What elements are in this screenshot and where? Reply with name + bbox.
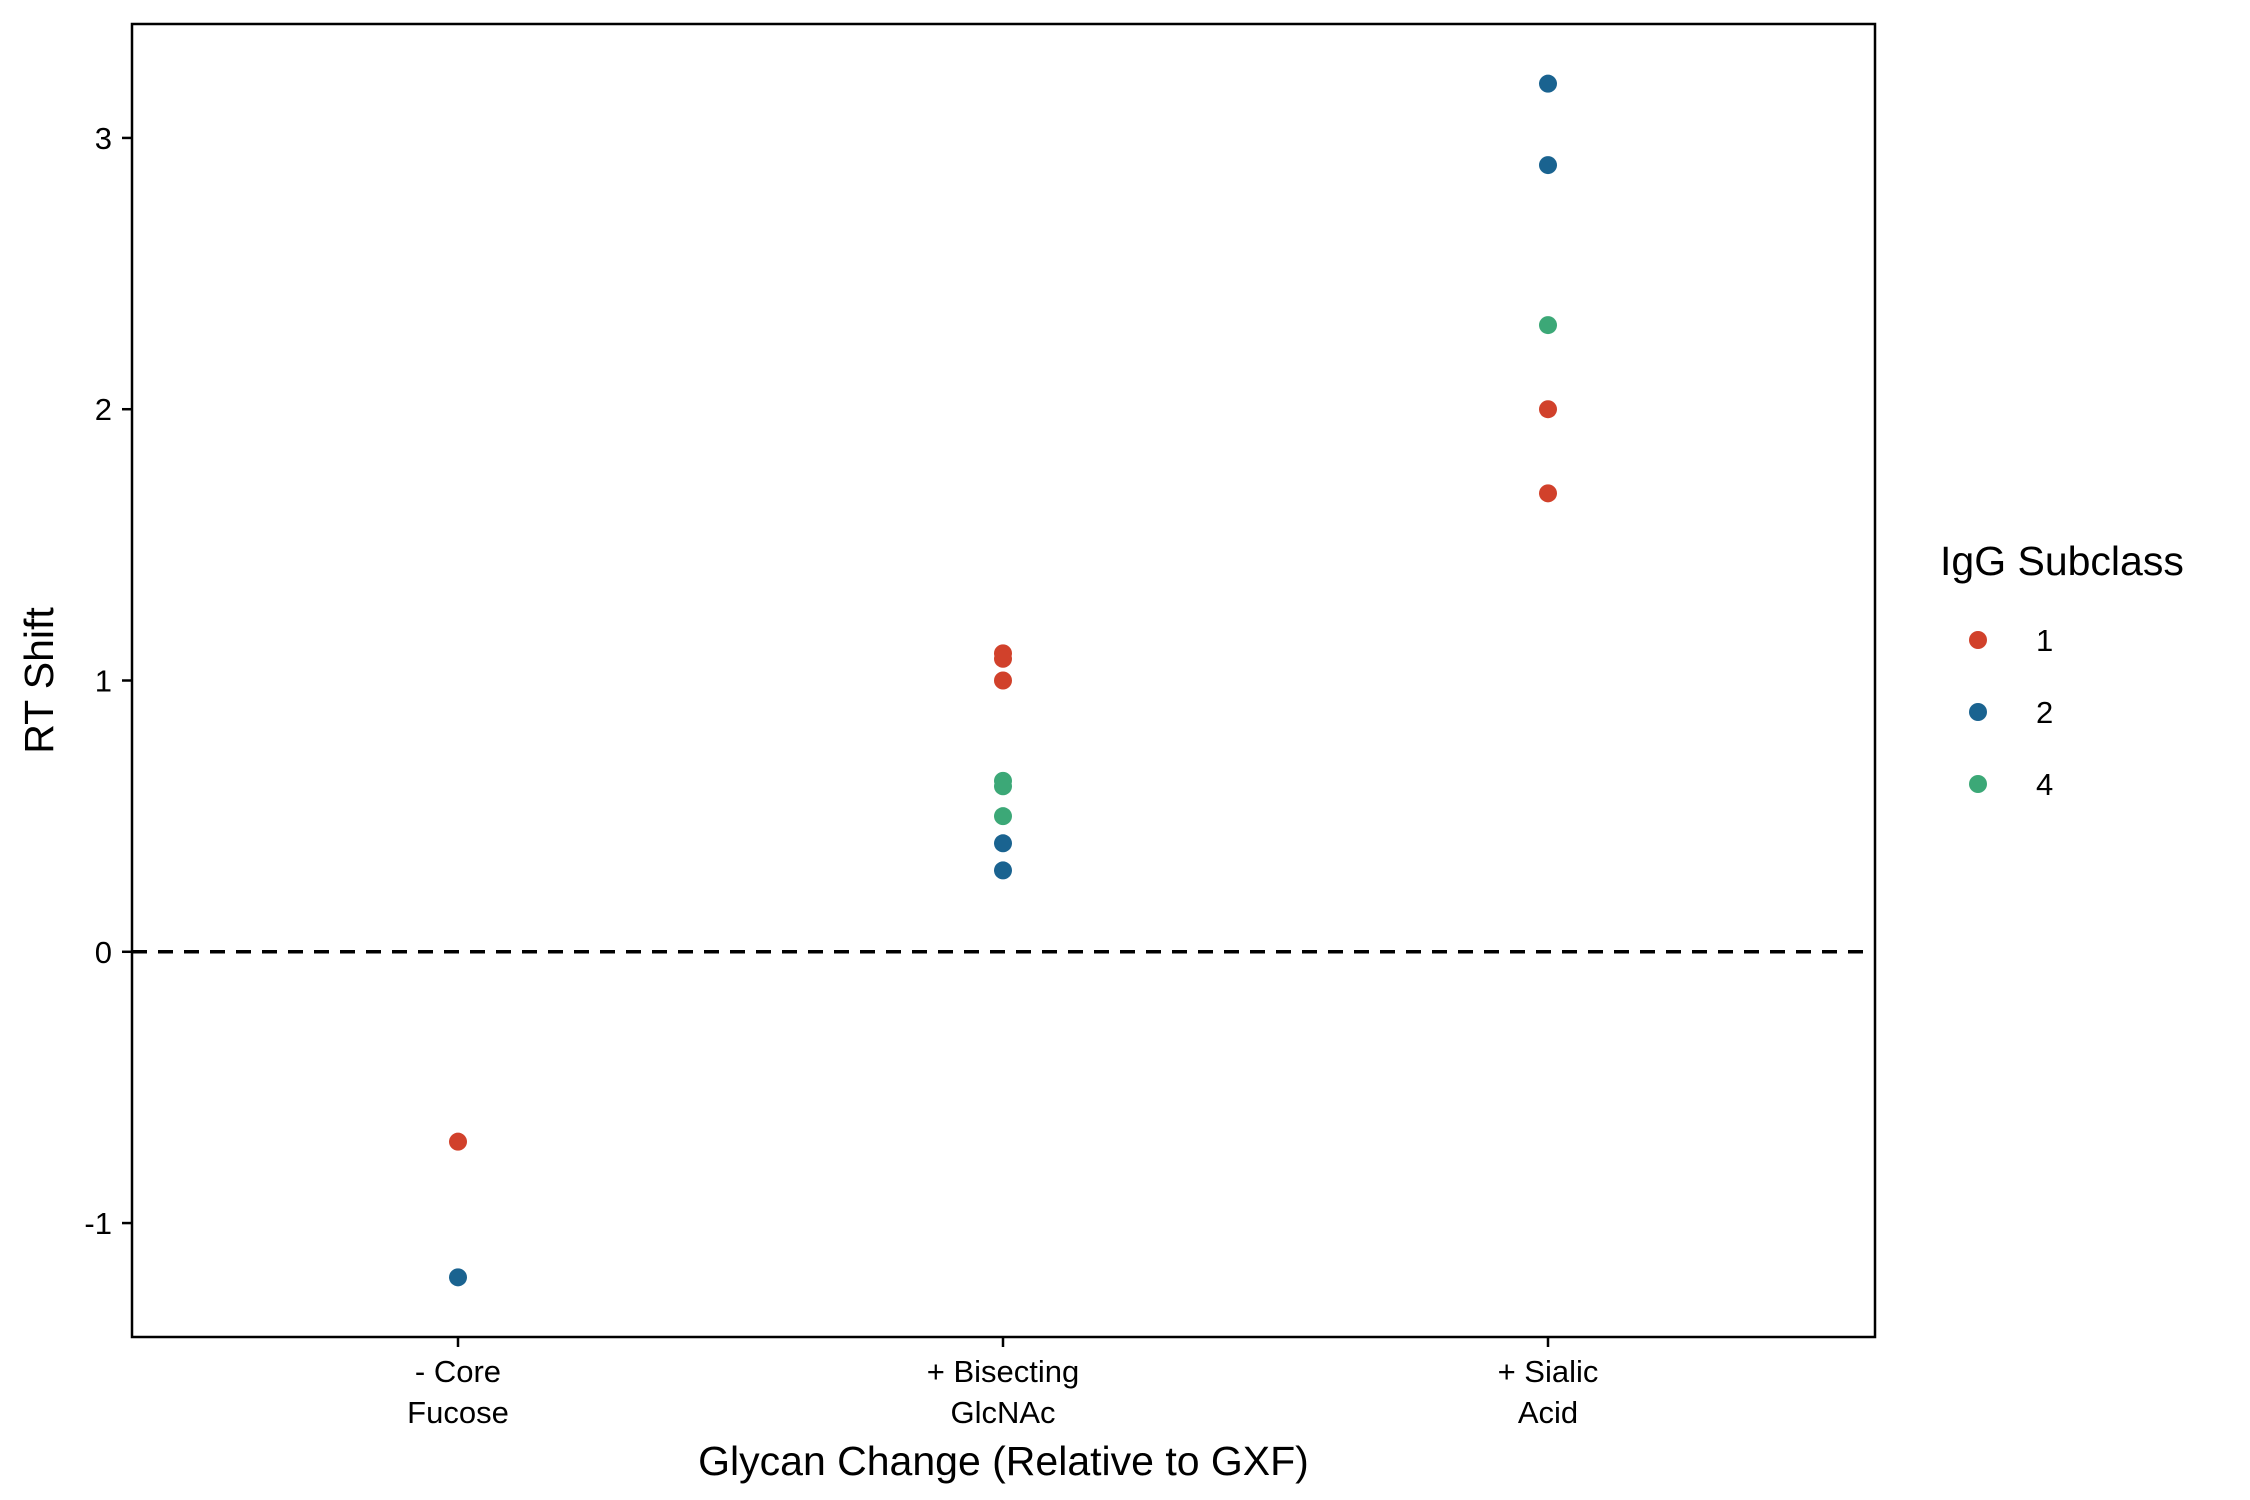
data-point-subclass-2 [1539,74,1557,93]
x-axis: - Core Fucose + Bisecting GlcNAc + Sialic Aci… [407,1337,1598,1430]
data-points-layer [449,74,1557,1287]
data-point-subclass-4 [994,807,1012,826]
y-tick-label: 3 [95,121,112,156]
legend-label-subclass-2: 2 [2036,695,2053,730]
legend-label-subclass-1: 1 [2036,623,2053,658]
legend-key-subclass-4 [1969,775,1987,793]
legend-label-subclass-4: 4 [2036,767,2053,802]
data-point-subclass-1 [449,1132,467,1151]
y-axis: -1 0 1 2 3 [84,121,132,1241]
x-tick-label: + Sialic Acid [1498,1354,1599,1430]
y-tick-label: 1 [95,664,112,699]
y-axis-title: RT Shift [16,607,62,754]
data-point-subclass-2 [449,1268,467,1287]
legend-title: IgG Subclass [1940,538,2184,584]
data-point-subclass-2 [994,834,1012,853]
data-point-subclass-4 [994,777,1012,796]
legend-key-subclass-2 [1969,703,1987,721]
y-tick-label: -1 [84,1206,112,1241]
data-point-subclass-4 [1539,316,1557,335]
legend: IgG Subclass 1 2 4 [1940,538,2184,802]
x-tick-label: + Bisecting GlcNAc [927,1354,1080,1430]
data-point-subclass-2 [994,861,1012,880]
data-point-subclass-2 [1539,156,1557,175]
x-axis-title: Glycan Change (Relative to GXF) [698,1438,1309,1484]
data-point-subclass-1 [994,649,1012,668]
data-point-subclass-1 [1539,484,1557,503]
data-point-subclass-1 [1539,400,1557,419]
y-tick-label: 0 [95,935,112,970]
data-point-subclass-1 [994,671,1012,690]
legend-key-subclass-1 [1969,631,1987,649]
y-tick-label: 2 [95,392,112,427]
x-tick-label: - Core Fucose [407,1354,509,1430]
